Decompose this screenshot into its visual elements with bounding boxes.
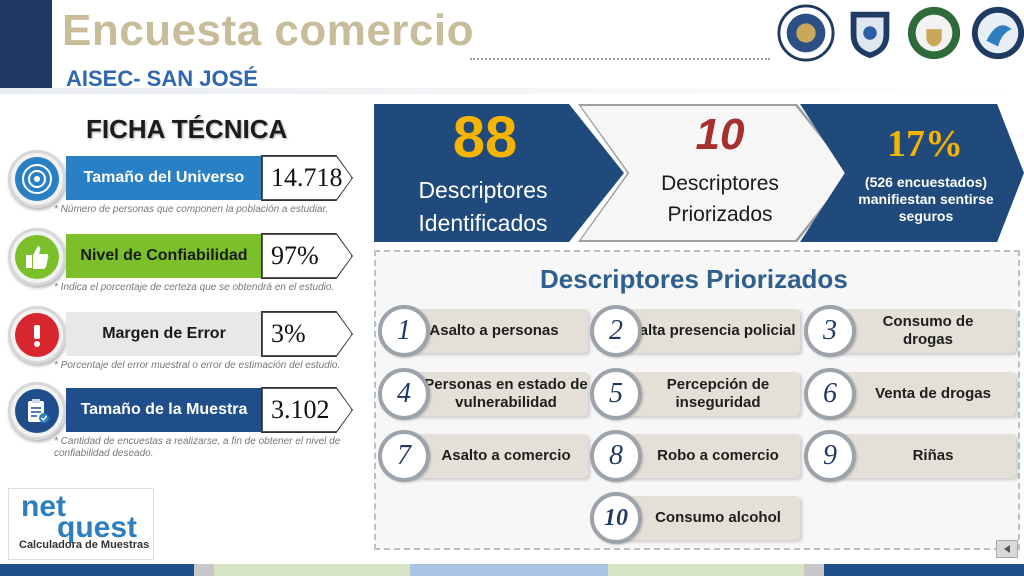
page-title: Encuesta comercio <box>62 6 474 55</box>
stat-label-line: Identificados <box>418 210 548 236</box>
us-embassy-seal-icon <box>776 2 836 64</box>
descriptor-number: 9 <box>804 430 856 482</box>
stat-label-line: Descriptores <box>418 177 548 203</box>
police-emblem-icon <box>904 2 964 64</box>
netquest-logo-quest: quest <box>57 511 138 544</box>
footer-segment <box>214 564 410 576</box>
descriptor-label: Consumo alcohol <box>612 496 800 540</box>
tech-value: 14.718 <box>262 156 352 200</box>
footer-segment <box>824 564 1024 576</box>
tech-note: * Cantidad de encuestas a realizarse, a … <box>54 436 341 459</box>
stat-priorizados-label: Descriptores Priorizados <box>630 168 810 230</box>
thumbs-up-icon <box>8 228 66 286</box>
descriptor-label: Personas en estado de vulnerabilidad <box>400 372 588 416</box>
stat-label-line: Descriptores <box>661 172 779 195</box>
tech-label: Tamaño del Universo <box>66 156 262 200</box>
stat-label-line: manifiestan sentirse <box>858 191 994 207</box>
tech-value: 3.102 <box>262 388 352 432</box>
aisec-logo-icon <box>968 2 1024 64</box>
footer-segment <box>804 564 824 576</box>
tech-row-universo: Tamaño del Universo 14.718 * Número de p… <box>8 150 368 215</box>
previous-slide-button[interactable] <box>996 540 1018 558</box>
tech-row-muestra: Tamaño de la Muestra 3.102 * Cantidad de… <box>8 382 368 459</box>
tech-note: * Porcentaje del error muestral o error … <box>54 360 341 371</box>
stat-identificados-label: Descriptores Identificados <box>390 174 576 240</box>
descriptor-number: 10 <box>590 492 642 544</box>
footer-segment <box>194 564 214 576</box>
tech-label: Margen de Error <box>66 312 262 356</box>
footer-segment <box>410 564 608 576</box>
netquest-logo-net: net <box>21 490 66 523</box>
stat-label-line: Priorizados <box>667 203 773 226</box>
stat-label-line: seguros <box>898 208 954 224</box>
descriptor-number: 4 <box>378 368 430 420</box>
fuerza-publica-shield-icon <box>840 2 900 64</box>
descriptor-label: Venta de drogas <box>826 372 1016 416</box>
header-strip <box>0 88 1024 94</box>
stat-seguros-label: (526 encuestados) manifiestan sentirse s… <box>842 174 1010 225</box>
page-subtitle: AISEC- SAN JOSÉ <box>66 66 258 91</box>
stat-priorizados-number: 10 <box>695 110 745 159</box>
footer-segment <box>0 564 194 576</box>
stat-seguros-number: 17% <box>887 123 963 165</box>
descriptores-title: Descriptores Priorizados <box>540 264 848 294</box>
netquest-logo[interactable]: net quest Calculadora de Muestras <box>8 488 154 560</box>
tech-note: * Indica el porcentaje de certeza que se… <box>54 282 335 293</box>
descriptor-label: Percepción de inseguridad <box>612 372 800 416</box>
stat-identificados-number: 88 <box>452 105 518 170</box>
arrow-left-icon <box>1004 545 1010 553</box>
header-divider <box>470 58 770 60</box>
descriptor-number: 5 <box>590 368 642 420</box>
tech-label: Nivel de Confiabilidad <box>66 234 262 278</box>
ficha-tecnica-title: FICHA TÉCNICA <box>86 114 288 144</box>
descriptor-number: 8 <box>590 430 642 482</box>
header-accent-band <box>0 0 52 88</box>
footer-segment <box>608 564 804 576</box>
descriptor-number: 2 <box>590 305 642 357</box>
target-icon <box>8 150 66 208</box>
descriptor-number: 1 <box>378 305 430 357</box>
descriptor-number: 7 <box>378 430 430 482</box>
descriptor-label: Falta presencia policial <box>612 309 800 353</box>
descriptor-label: Consumo de drogas <box>826 309 1016 353</box>
alert-icon <box>8 306 66 364</box>
descriptor-label: Asalto a comercio <box>400 434 588 478</box>
descriptor-label: Asalto a personas <box>400 309 588 353</box>
tech-value: 3% <box>262 312 352 356</box>
tech-value: 97% <box>262 234 352 278</box>
institution-logos <box>776 2 1024 68</box>
stat-identificados-arrow <box>374 104 624 242</box>
descriptor-number: 6 <box>804 368 856 420</box>
stat-label-line: (526 encuestados) <box>864 174 988 190</box>
tech-row-confiabilidad: Nivel de Confiabilidad 97% * Indica el p… <box>8 228 368 293</box>
descriptor-number: 3 <box>804 305 856 357</box>
tech-note: * Número de personas que componen la pob… <box>54 204 329 215</box>
tech-row-margen-error: Margen de Error 3% * Porcentaje del erro… <box>8 306 368 371</box>
descriptor-label: Robo a comercio <box>612 434 800 478</box>
netquest-caption: Calculadora de Muestras <box>19 539 150 551</box>
clipboard-check-icon <box>8 382 66 440</box>
tech-label: Tamaño de la Muestra <box>66 388 262 432</box>
descriptor-label: Riñas <box>826 434 1016 478</box>
footer-bar <box>0 564 1024 576</box>
